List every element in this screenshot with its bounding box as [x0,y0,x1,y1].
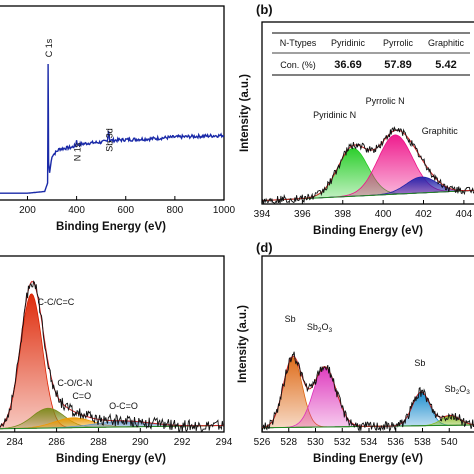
annotation-1: Pyrrolic N [366,96,405,106]
table-cell: 57.89 [384,59,412,71]
annotation-c1s: C 1s [44,38,54,57]
plot-frame [261,21,474,205]
plot-frame [0,5,225,201]
x-tick-label: 526 [254,437,271,448]
plot-area [262,126,474,204]
annotation-3: Sb2O3 [445,384,471,396]
survey-spectrum-line [0,63,224,194]
panel-label: (b) [256,2,273,17]
panel-label: (d) [256,240,273,255]
raw-spectrum-line [0,280,224,432]
panel-a: 200 400 600 800 1000 Binding Energy (eV) C 1s N… [0,5,236,233]
x-tick-label: 290 [132,437,149,448]
plot-area [0,280,224,432]
x-axis-label: Binding Energy (eV) [313,453,423,465]
x-axis-label: Binding Energy (eV) [313,225,423,237]
annotation-0: Pyridinic N [313,110,356,120]
panel-d: 526 528 530 532 534 536 538 540 Binding Energy (… [237,240,474,465]
table-header: Graphitic [428,38,465,48]
table-cell: 36.69 [334,59,362,71]
x-tick-label: 398 [334,209,351,220]
panel-c: 284 286 288 290 292 294 Binding Energy (eV) C-C… [0,255,233,465]
x-tick-label: 536 [387,437,404,448]
raw-spectrum-line [262,351,474,432]
x-tick-label: 292 [174,437,191,448]
x-tick-label: 534 [361,437,378,448]
x-tick-label: 538 [414,437,431,448]
annotation-2: C=O [72,391,91,401]
annotation-sb3d: Sb 3d [105,128,115,152]
x-tick-label: 402 [415,209,432,220]
x-tick-label: 540 [441,437,458,448]
annotation-2: Graphitic [422,126,459,136]
table-header: N-Ttypes [280,38,317,48]
annotation-1: Sb2O3 [307,322,333,334]
panel-b: 394 396 398 400 402 404 Binding Energy (eV) Int… [239,2,474,237]
y-axis-label: Intensity (a.u.) [239,74,251,152]
x-tick-label: 286 [48,437,65,448]
plot-area [262,351,474,432]
annotation-0: C-C/C=C [38,297,75,307]
table-header: Pyridinic [331,38,366,48]
x-tick-label: 396 [294,209,311,220]
annotation-3: O-C=O [109,401,138,411]
annotation-2: Sb [414,358,425,368]
x-tick-label: 200 [19,205,36,216]
x-tick-label: 288 [90,437,107,448]
x-tick-label: 400 [68,205,85,216]
x-tick-label: 532 [334,437,351,448]
x-tick-label: 530 [307,437,324,448]
raw-spectrum-line [262,126,474,204]
x-axis-label: Binding Energy (eV) [56,221,166,233]
x-axis-label: Binding Energy (eV) [56,453,166,465]
table-row-label: Con. (%) [280,60,316,70]
x-tick-label: 800 [167,205,184,216]
table-header: Pyrrolic [383,38,414,48]
x-tick-label: 600 [117,205,134,216]
x-tick-label: 394 [254,209,271,220]
x-tick-label: 400 [375,209,392,220]
x-tick-label: 294 [216,437,233,448]
annotation-n1s: N 1s [73,142,83,161]
x-tick-label: 1000 [213,205,236,216]
x-tick-label: 284 [6,437,23,448]
ntype-table: N-Ttypes Pyridinic Pyrrolic Graphitic Con. (… [272,32,470,76]
plot-frame [0,255,225,433]
x-tick-label: 528 [280,437,297,448]
x-tick-label: 404 [456,209,473,220]
table-cell: 5.42 [435,59,456,71]
annotation-1: C-O/C-N [57,378,92,388]
y-axis-label: Intensity (a.u.) [237,305,249,383]
plot-area [0,63,224,194]
annotation-0: Sb [285,314,296,324]
